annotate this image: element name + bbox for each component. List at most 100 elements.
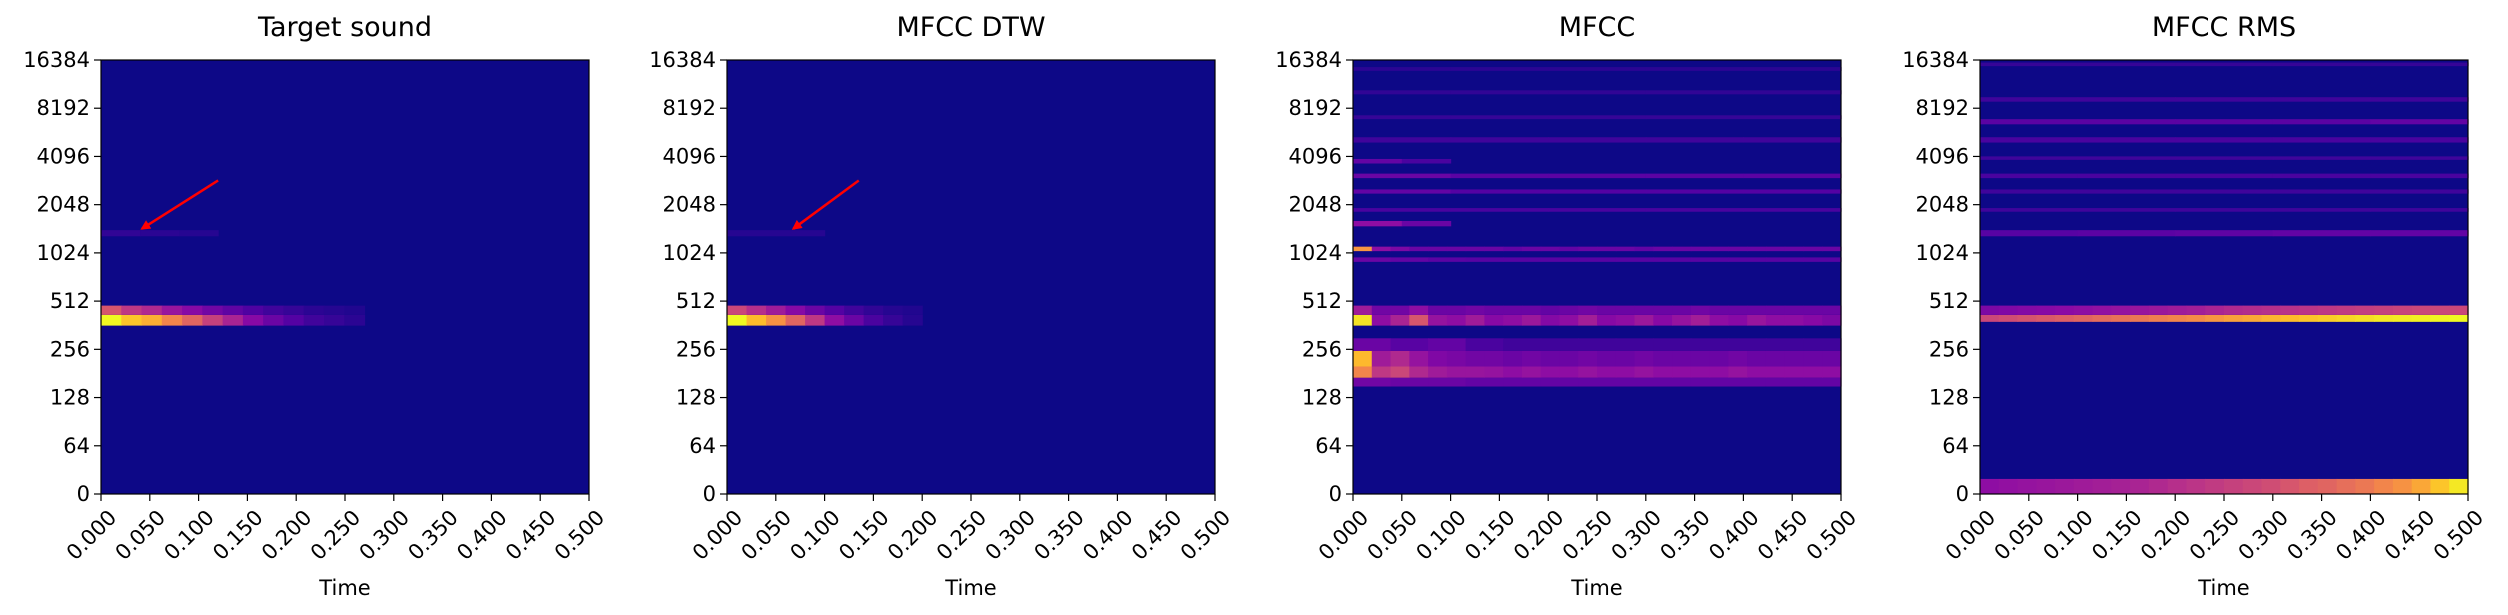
heat-cell <box>1540 246 1561 252</box>
heat-cell <box>1428 366 1448 378</box>
heat-cell <box>1353 173 1452 179</box>
heat-cell <box>1390 246 1410 252</box>
heat-cell <box>2449 314 2469 322</box>
heat-cell <box>2411 305 2432 315</box>
heat-cell <box>1548 115 1647 120</box>
heat-cell <box>1540 377 1579 387</box>
heat-cell <box>2317 314 2338 322</box>
heat-cell <box>1597 305 1617 315</box>
heat-cell <box>1690 257 1729 262</box>
heat-cell <box>1353 257 1392 262</box>
heat-cell <box>1690 314 1711 326</box>
heat-cell <box>2175 208 2274 212</box>
y-tick-label: 2048 <box>37 193 90 217</box>
heat-cell <box>1353 208 1452 212</box>
heat-cell <box>1822 366 1842 378</box>
heat-cell <box>2077 189 2176 194</box>
heat-cell <box>902 305 923 315</box>
y-tick-label: 1024 <box>1916 241 1969 265</box>
heat-cell <box>2355 478 2375 494</box>
heat-cell <box>1597 350 1617 367</box>
heat-cell <box>785 305 806 315</box>
heat-cell <box>1803 305 1823 315</box>
y-tick-label: 0 <box>77 482 90 506</box>
heat-cell <box>2430 305 2450 315</box>
heat-cell <box>2317 478 2338 494</box>
heat-cell <box>2077 97 2176 102</box>
heat-cell <box>766 305 787 315</box>
heat-cell <box>1743 115 1842 120</box>
y-tick-label: 8192 <box>1289 96 1342 120</box>
heat-cell <box>2077 173 2176 179</box>
heat-cell <box>2272 137 2371 143</box>
heat-cell <box>1672 366 1692 378</box>
y-tick-label: 2048 <box>1289 193 1342 217</box>
heat-cell <box>141 305 163 315</box>
heat-cell <box>1728 366 1748 378</box>
heat-cell <box>1747 246 1767 252</box>
heat-cell <box>1578 338 1617 351</box>
heat-cell <box>1634 246 1654 252</box>
heat-cell <box>2175 137 2274 143</box>
heat-cell <box>2317 305 2338 315</box>
heat-cell <box>2092 478 2112 494</box>
heat-cell <box>1428 305 1448 315</box>
heat-cell <box>1765 314 1786 326</box>
heat-cell <box>202 305 224 315</box>
heat-cell <box>2055 478 2075 494</box>
heat-cell <box>1503 257 1542 262</box>
heat-cell <box>785 314 806 326</box>
heat-cell <box>222 305 244 315</box>
y-tick-label: 1024 <box>1289 241 1342 265</box>
heat-cell <box>1728 377 1767 387</box>
heat-cell <box>1653 246 1673 252</box>
heat-cell <box>1371 246 1392 252</box>
heat-cell <box>1615 305 1636 315</box>
chart-title: MFCC <box>1559 12 1636 43</box>
heat-cell <box>1597 314 1617 326</box>
heat-cell <box>1450 189 1549 194</box>
heat-cell <box>1803 366 1823 378</box>
heat-cell <box>2224 305 2244 315</box>
heat-cell <box>1709 350 1729 367</box>
heat-cell <box>1690 305 1711 315</box>
heat-cell <box>1690 350 1711 367</box>
heat-cell <box>1747 366 1767 378</box>
y-tick-label: 64 <box>1942 434 1969 458</box>
heat-cell <box>2036 305 2056 315</box>
heat-cell <box>2186 478 2206 494</box>
heat-cell <box>2449 478 2469 494</box>
y-tick-label: 64 <box>689 434 716 458</box>
heat-cell <box>1765 305 1786 315</box>
heat-cell <box>2370 97 2469 102</box>
heat-cell <box>1653 350 1673 367</box>
heat-cell <box>1484 314 1504 326</box>
heat-cell <box>2205 305 2225 315</box>
heat-cell <box>1980 137 2079 143</box>
heat-cell <box>1822 305 1842 315</box>
heat-cell <box>1390 350 1410 367</box>
heat-cell <box>2167 305 2188 315</box>
heat-cell <box>121 314 143 326</box>
heat-cell <box>1980 305 2000 315</box>
heat-cell <box>1578 257 1617 262</box>
annotation-arrow <box>140 179 219 230</box>
heat-cell <box>1784 350 1805 367</box>
heat-cell <box>1559 246 1579 252</box>
heat-cell <box>2077 230 2176 237</box>
heat-cell <box>121 305 143 315</box>
heat-cell <box>2148 314 2169 322</box>
heat-cell <box>1503 314 1523 326</box>
heat-cell <box>1672 350 1692 367</box>
y-tick-label: 8192 <box>37 96 90 120</box>
heat-cell <box>1672 305 1692 315</box>
y-tick-label: 64 <box>63 434 90 458</box>
heat-cell <box>1634 314 1654 326</box>
heat-cell <box>1559 366 1579 378</box>
heat-cell <box>1353 377 1392 387</box>
y-tick-label: 16384 <box>23 48 90 72</box>
heat-cell <box>1980 62 2079 67</box>
heat-cell <box>1980 97 2079 102</box>
y-tick-label: 256 <box>1929 337 1969 361</box>
heat-cell <box>1465 338 1504 351</box>
